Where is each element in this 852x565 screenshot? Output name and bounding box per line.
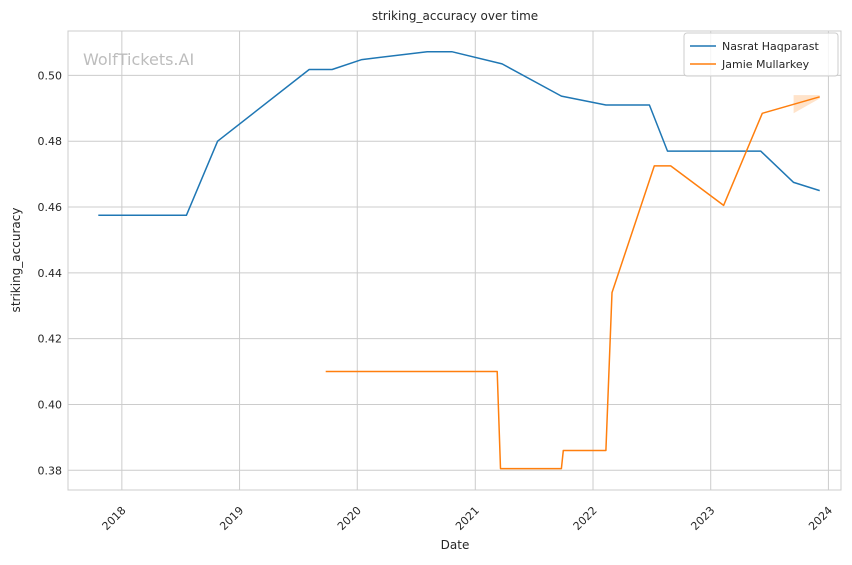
legend: Nasrat Haqparast Jamie Mullarkey bbox=[683, 32, 839, 77]
y-tick-label: 0.42 bbox=[38, 333, 63, 346]
y-tick-label: 0.48 bbox=[38, 135, 63, 148]
y-tick-label: 0.40 bbox=[38, 398, 63, 411]
y-tick-labels: 0.38 0.40 0.42 0.44 0.46 0.48 0.50 bbox=[38, 69, 63, 477]
x-tick-label: 2018 bbox=[100, 504, 129, 533]
y-tick-label: 0.46 bbox=[38, 201, 63, 214]
y-tick-label: 0.44 bbox=[38, 267, 63, 280]
y-tick-label: 0.50 bbox=[38, 69, 63, 82]
legend-box bbox=[683, 32, 839, 77]
series-lines bbox=[98, 50, 820, 470]
legend-label-0: Nasrat Haqparast bbox=[722, 40, 819, 53]
x-axis-label: Date bbox=[441, 538, 470, 552]
x-tick-label: 2023 bbox=[688, 504, 717, 533]
series-line-1 bbox=[325, 96, 820, 470]
chart-title: striking_accuracy over time bbox=[372, 9, 538, 23]
x-tick-label: 2021 bbox=[453, 504, 482, 533]
series-bands bbox=[793, 95, 820, 114]
plot-area bbox=[67, 30, 842, 491]
y-axis-label: striking_accuracy bbox=[9, 208, 23, 313]
legend-label-1: Jamie Mullarkey bbox=[721, 58, 810, 71]
watermark: WolfTickets.AI bbox=[83, 50, 194, 69]
x-tick-label: 2020 bbox=[335, 504, 364, 533]
x-tick-labels: 2018 2019 2020 2021 2022 2023 2024 bbox=[100, 504, 836, 533]
x-tick-label: 2022 bbox=[571, 504, 600, 533]
x-tick-label: 2024 bbox=[806, 504, 835, 533]
y-tick-label: 0.38 bbox=[38, 464, 63, 477]
series-band-1 bbox=[793, 95, 820, 114]
series-line-0 bbox=[98, 50, 820, 217]
x-tick-label: 2019 bbox=[217, 504, 246, 533]
